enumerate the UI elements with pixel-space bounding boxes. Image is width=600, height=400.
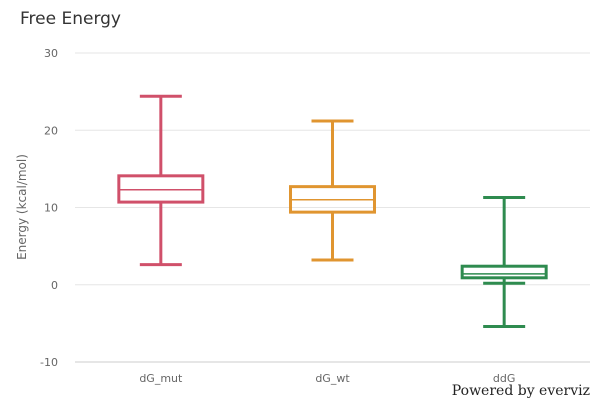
box-ddG[interactable] <box>460 195 548 328</box>
x-tick-label: dG_mut <box>139 372 183 385</box>
x-axis-ticks: dG_mut dG_wt ddG <box>139 372 515 385</box>
grid-lines <box>75 52 590 363</box>
chart-title: Free Energy <box>20 9 121 29</box>
y-axis-label: Energy (kcal/mol) <box>15 154 29 260</box>
box-iqr <box>117 174 205 204</box>
box-dG_mut[interactable] <box>117 94 205 267</box>
box-dG_wt[interactable] <box>289 119 376 262</box>
x-tick-label: dG_wt <box>315 372 350 385</box>
boxes <box>117 94 548 328</box>
y-axis-ticks: -10 0 10 20 30 <box>40 47 58 369</box>
credit-text[interactable]: Powered by everviz <box>452 383 590 399</box>
y-tick-label: -10 <box>40 356 58 369</box>
y-tick-label: 30 <box>44 47 58 60</box>
box-iqr <box>460 264 548 280</box>
y-tick-label: 10 <box>44 202 58 215</box>
y-tick-label: 0 <box>51 279 58 292</box>
x-tick-label: ddG <box>493 372 516 385</box>
y-tick-label: 20 <box>44 124 58 137</box>
